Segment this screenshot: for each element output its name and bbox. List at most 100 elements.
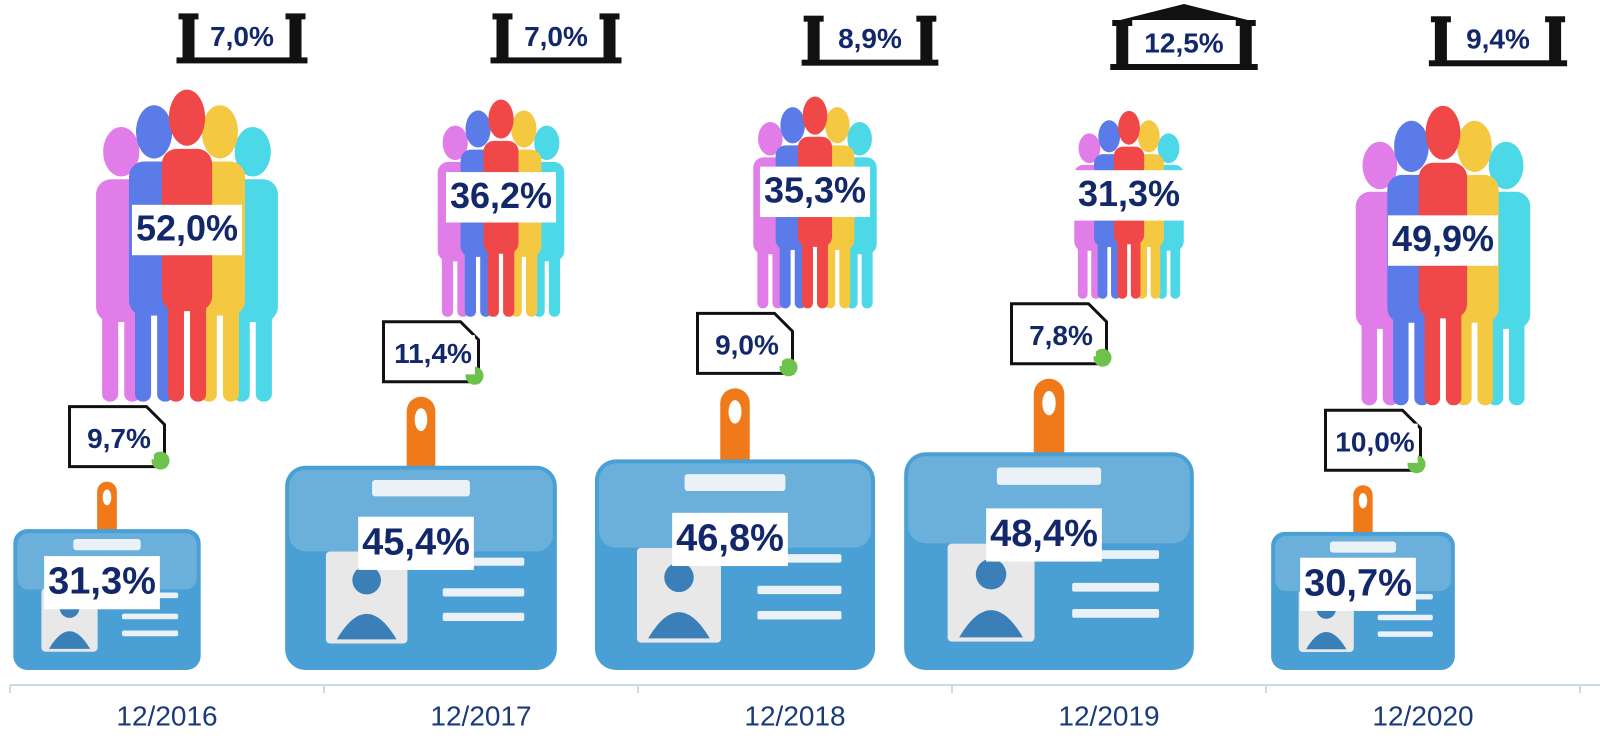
bank-col	[1240, 22, 1252, 66]
person-leg	[1425, 285, 1440, 405]
bank-base	[491, 57, 622, 63]
bank-col	[1116, 22, 1128, 66]
value-label: 12,5%	[1144, 27, 1223, 58]
person-leg	[168, 277, 184, 402]
value-label: 11,4%	[394, 338, 472, 369]
person-leg	[223, 283, 239, 402]
person-head	[169, 90, 205, 146]
strap-hole	[103, 490, 112, 506]
bank-top	[1431, 16, 1451, 22]
person-leg	[442, 240, 453, 316]
person-leg	[780, 228, 791, 308]
value-label: 31,3%	[48, 561, 156, 603]
bank-top	[286, 13, 306, 19]
value-label: 30,7%	[1304, 562, 1412, 604]
badge-line	[1378, 631, 1433, 637]
person-head	[1394, 121, 1429, 172]
bank-col	[290, 15, 302, 59]
value-label: 49,9%	[1392, 218, 1494, 259]
bank-col	[183, 15, 195, 59]
person-head	[1098, 120, 1120, 152]
value-label: 7,8%	[1029, 320, 1093, 351]
person-leg	[1098, 227, 1108, 298]
bank-top	[179, 13, 199, 19]
person-head	[1426, 106, 1461, 160]
bank-col	[497, 15, 509, 59]
strap-hole	[1042, 391, 1055, 415]
person-leg	[862, 234, 873, 309]
person-leg	[526, 234, 537, 317]
person-leg	[1362, 300, 1377, 405]
x-tick-label: 12/2018	[744, 700, 845, 731]
value-label: 10,0%	[1335, 427, 1414, 458]
strap-hole	[729, 400, 742, 424]
person-leg	[256, 292, 272, 402]
bank-top	[1236, 20, 1256, 26]
badge-line	[443, 613, 525, 621]
person-head	[1457, 121, 1492, 172]
value-label: 31,3%	[1078, 173, 1180, 214]
person-head	[466, 110, 491, 147]
badge-line	[122, 631, 178, 637]
chart: 12/201631,3%9,7%52,0%7,0%12/201745,4%11,…	[0, 0, 1600, 749]
bank-col	[1549, 18, 1561, 62]
bank-col	[604, 15, 616, 59]
badge-slot	[997, 467, 1101, 484]
strap-hole	[415, 408, 428, 431]
value-label: 35,3%	[764, 169, 866, 210]
value-label: 9,4%	[1466, 24, 1530, 55]
bank-roof	[1120, 4, 1248, 20]
badge-line	[443, 588, 525, 596]
photo-head	[976, 559, 1006, 589]
value-label: 48,4%	[990, 513, 1098, 555]
value-label: 9,0%	[715, 330, 779, 361]
badge-line	[1072, 609, 1159, 618]
person-leg	[549, 240, 560, 316]
person-leg	[190, 277, 206, 402]
bank-top	[916, 16, 936, 22]
person-leg	[102, 292, 118, 402]
bank-col	[1435, 18, 1447, 62]
photo-head	[352, 566, 381, 595]
badge-line	[1072, 583, 1159, 592]
bank-top	[804, 16, 824, 22]
value-label: 46,8%	[676, 517, 784, 559]
badge-line	[757, 611, 841, 619]
person-leg	[1170, 233, 1180, 299]
badge-slot	[685, 474, 786, 491]
strap-hole	[1359, 493, 1368, 508]
person-leg	[1117, 224, 1127, 299]
person-leg	[1131, 224, 1141, 299]
person-leg	[1078, 233, 1088, 299]
bank-base	[1429, 60, 1567, 66]
doc-seal	[780, 358, 798, 376]
person-leg	[488, 230, 499, 317]
x-tick-label: 12/2019	[1058, 700, 1159, 731]
person-head	[825, 107, 850, 143]
bank-base	[177, 57, 308, 63]
value-label: 52,0%	[136, 208, 238, 249]
person-leg	[757, 234, 768, 309]
doc-seal	[1094, 349, 1112, 367]
bank-base	[802, 60, 939, 66]
person-leg	[802, 224, 813, 309]
badge-line	[122, 614, 178, 620]
person-head	[780, 107, 805, 143]
x-tick-label: 12/2020	[1372, 700, 1473, 731]
person-head	[803, 97, 828, 135]
value-label: 45,4%	[362, 521, 470, 563]
bank-top	[1545, 16, 1565, 22]
person-head	[136, 105, 172, 158]
person-leg	[135, 283, 151, 402]
value-label: 36,2%	[450, 175, 552, 216]
badge-line	[1378, 615, 1433, 621]
x-tick-label: 12/2016	[116, 700, 217, 731]
person-head	[1118, 111, 1140, 145]
bank-col	[808, 18, 820, 62]
badge-slot	[73, 539, 140, 550]
x-tick-label: 12/2017	[430, 700, 531, 731]
value-label: 7,0%	[524, 21, 588, 52]
person-leg	[839, 228, 850, 308]
person-leg	[465, 234, 476, 317]
bank-top	[1112, 20, 1132, 26]
